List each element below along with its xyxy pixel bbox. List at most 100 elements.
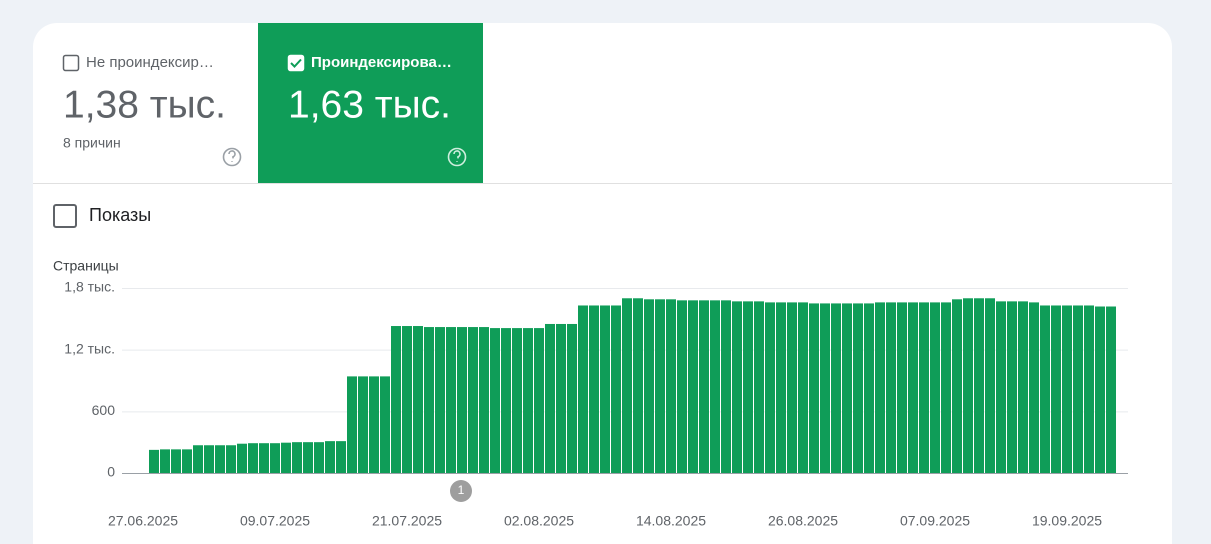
bar — [149, 449, 159, 473]
bar — [787, 302, 797, 473]
bar — [1051, 305, 1061, 473]
x-tick-label: 19.09.2025 — [1032, 513, 1102, 529]
help-icon[interactable] — [222, 147, 242, 167]
tab-label[interactable]: Проиндексирова… — [311, 54, 452, 71]
bar — [996, 301, 1006, 473]
x-tick-label: 27.06.2025 — [108, 513, 178, 529]
bar — [325, 441, 335, 473]
bar — [952, 299, 962, 473]
x-tick-label: 07.09.2025 — [900, 513, 970, 529]
y-tick-label: 1,2 тыс. — [64, 340, 115, 356]
tab-note: 8 причин — [63, 135, 121, 151]
bar — [765, 302, 775, 473]
bar — [1106, 306, 1116, 473]
x-tick-label: 14.08.2025 — [636, 513, 706, 529]
bar — [743, 301, 753, 473]
y-tick-label: 1,8 тыс. — [64, 279, 115, 295]
bar — [1018, 301, 1028, 473]
bar — [853, 303, 863, 473]
bar — [699, 300, 709, 473]
bar — [226, 445, 236, 473]
bar — [963, 298, 973, 473]
bar — [457, 327, 467, 473]
bar — [578, 305, 588, 473]
bar — [589, 305, 599, 473]
bar — [259, 443, 269, 473]
bar — [820, 303, 830, 473]
bar — [435, 327, 445, 473]
bar — [974, 298, 984, 473]
bar — [732, 301, 742, 473]
bar — [875, 302, 885, 473]
bar — [545, 323, 555, 473]
bar — [512, 328, 522, 473]
bar — [215, 445, 225, 473]
bar — [402, 326, 412, 473]
bar — [776, 302, 786, 473]
bar — [270, 443, 280, 473]
bar — [1095, 306, 1105, 473]
annotation-marker[interactable] — [450, 480, 472, 502]
bar — [468, 327, 478, 473]
x-tick-label: 09.07.2025 — [240, 513, 310, 529]
bar — [1062, 305, 1072, 473]
bar — [985, 298, 995, 473]
y-tick-label: 0 — [107, 464, 115, 480]
tab-checkbox[interactable] — [62, 54, 80, 72]
bar — [347, 376, 357, 473]
bar — [501, 328, 511, 473]
bar — [831, 303, 841, 473]
bar — [303, 442, 313, 473]
bar — [633, 298, 643, 473]
bar — [721, 300, 731, 473]
bar — [655, 299, 665, 473]
bar — [424, 327, 434, 473]
bar — [897, 302, 907, 473]
bar — [809, 303, 819, 473]
help-icon[interactable] — [447, 147, 467, 167]
bar — [358, 376, 368, 473]
tab-label[interactable]: Не проиндексир… — [86, 54, 214, 71]
bar — [622, 298, 632, 473]
bar — [886, 302, 896, 473]
x-tick-label: 21.07.2025 — [372, 513, 442, 529]
y-tick-label: 600 — [92, 402, 116, 418]
bar — [1029, 302, 1039, 473]
tab-checkmark — [290, 58, 302, 68]
impressions-checkbox[interactable] — [53, 204, 77, 228]
tab-selected[interactable] — [258, 23, 483, 183]
help-icon-mark — [453, 150, 461, 162]
bar — [710, 300, 720, 473]
bar — [281, 442, 291, 473]
bar — [237, 443, 247, 473]
bar — [1040, 305, 1050, 473]
bar — [182, 449, 192, 473]
bar — [380, 376, 390, 473]
x-tick-label: 02.08.2025 — [504, 513, 574, 529]
impressions-label[interactable]: Показы — [89, 205, 151, 225]
bar — [490, 328, 500, 473]
bar — [248, 443, 258, 473]
bar — [369, 376, 379, 473]
bar — [666, 299, 676, 473]
bar — [644, 299, 654, 473]
bar — [534, 328, 544, 473]
bar — [413, 326, 423, 473]
bar — [391, 326, 401, 473]
bar — [1007, 301, 1017, 473]
bar — [908, 302, 918, 473]
bar — [677, 300, 687, 473]
bar — [754, 301, 764, 473]
annotation-label[interactable]: 1 — [458, 483, 465, 497]
bar — [292, 442, 302, 473]
bar — [479, 327, 489, 473]
bar — [446, 327, 456, 473]
tab-checkbox[interactable] — [287, 54, 305, 72]
bar — [336, 441, 346, 473]
bar — [688, 300, 698, 473]
tab-value: 1,63 тыс. — [288, 83, 451, 126]
x-tick-label: 26.08.2025 — [768, 513, 838, 529]
tab-value: 1,38 тыс. — [63, 83, 226, 126]
